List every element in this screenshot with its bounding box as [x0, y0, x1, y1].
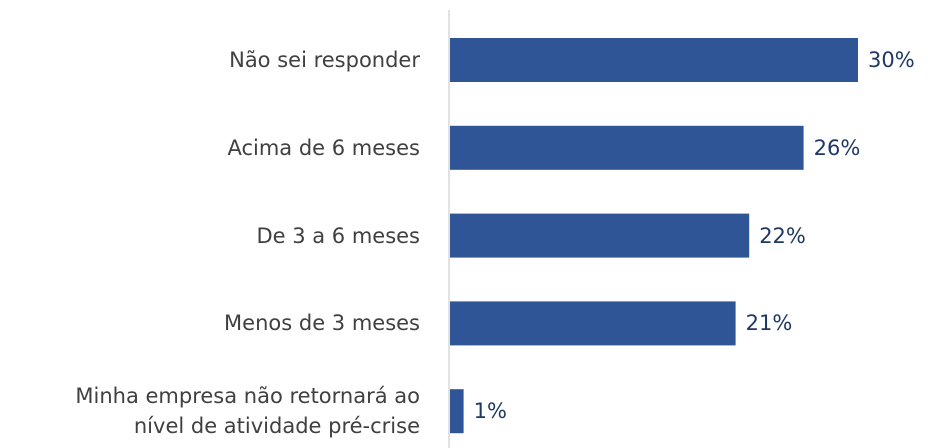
value-label: 26%: [813, 135, 861, 160]
value-label: 21%: [745, 311, 793, 336]
category-label: Acima de 6 meses: [227, 135, 420, 160]
category-label: Menos de 3 meses: [224, 311, 420, 336]
value-label: 22%: [759, 223, 806, 248]
bar: [450, 389, 464, 434]
bar: [450, 213, 750, 258]
bar: [450, 301, 736, 346]
bar: [450, 125, 804, 170]
category-label: Não sei responder: [229, 48, 420, 72]
value-label: 1%: [473, 399, 507, 424]
category-label: De 3 a 6 meses: [256, 223, 420, 248]
category-label: Minha empresa não retornará ao nível de …: [75, 384, 420, 439]
value-label: 30%: [868, 48, 915, 72]
bar: [450, 38, 858, 82]
